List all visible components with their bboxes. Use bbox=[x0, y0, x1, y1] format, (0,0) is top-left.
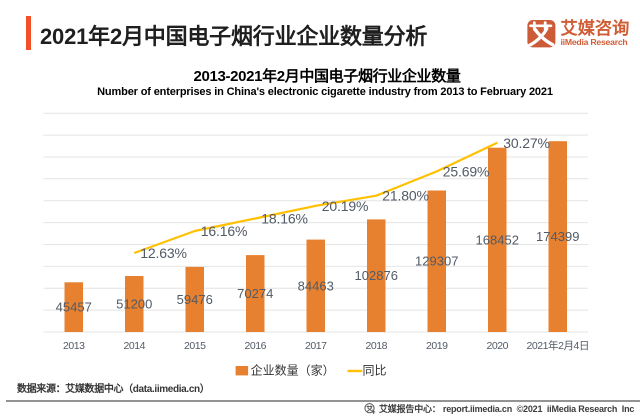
svg-text:iiMedia Research: iiMedia Research bbox=[561, 37, 628, 47]
svg-text:21.80%: 21.80% bbox=[382, 188, 429, 204]
svg-text:2018: 2018 bbox=[365, 340, 387, 352]
svg-text:18.16%: 18.16% bbox=[261, 211, 308, 227]
svg-text:45457: 45457 bbox=[56, 300, 92, 315]
svg-text:2014: 2014 bbox=[123, 340, 145, 352]
svg-text:2019: 2019 bbox=[426, 340, 448, 352]
svg-text:174399: 174399 bbox=[536, 229, 579, 244]
svg-text:30.27%: 30.27% bbox=[503, 135, 550, 151]
svg-text:16.16%: 16.16% bbox=[201, 223, 248, 239]
svg-text:12.63%: 12.63% bbox=[140, 245, 187, 261]
svg-text:2017: 2017 bbox=[305, 340, 327, 352]
svg-text:20.19%: 20.19% bbox=[322, 198, 369, 214]
svg-text:2015: 2015 bbox=[184, 340, 206, 352]
svg-text:84463: 84463 bbox=[298, 278, 334, 293]
svg-text:艾媒咨询: 艾媒咨询 bbox=[561, 18, 630, 38]
svg-text:2016: 2016 bbox=[244, 340, 266, 352]
svg-text:2021年2月4日: 2021年2月4日 bbox=[527, 339, 590, 352]
svg-text:企业数量（家）: 企业数量（家） bbox=[251, 363, 335, 378]
svg-text:168452: 168452 bbox=[476, 232, 519, 247]
svg-text:2013: 2013 bbox=[63, 340, 85, 352]
svg-text:129307: 129307 bbox=[415, 254, 458, 269]
svg-text:同比: 同比 bbox=[363, 364, 387, 378]
svg-text:51200: 51200 bbox=[116, 297, 152, 312]
svg-text:2020: 2020 bbox=[486, 340, 508, 352]
svg-text:25.69%: 25.69% bbox=[443, 163, 490, 179]
svg-text:70274: 70274 bbox=[237, 286, 273, 301]
svg-text:59476: 59476 bbox=[177, 292, 213, 307]
svg-text:102876: 102876 bbox=[355, 268, 398, 283]
